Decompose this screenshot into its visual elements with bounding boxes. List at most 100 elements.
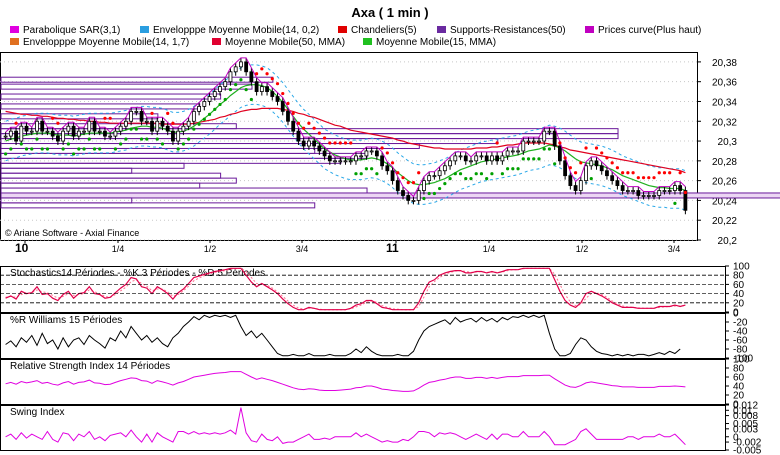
sar-dot [526,157,531,161]
sar-dot [192,127,196,131]
sar-dot [652,176,656,180]
candle-body [40,120,45,132]
sar-dot [213,107,217,111]
sar-dot [202,117,206,121]
candle-body [401,190,405,196]
sar-dot [51,116,55,120]
legend-swatch [10,38,19,45]
candle-body [631,190,635,192]
price-tick-label: 20,3 [718,137,738,148]
sar-dot [181,142,186,146]
sar-dot [139,137,144,141]
sar-dot [511,167,515,171]
williams-line [5,314,681,357]
oscillator-title: Relative Strength Index 14 Périodes [10,361,170,372]
sar-dot [553,162,557,166]
candle-body [453,155,458,162]
candle-body [390,170,395,182]
oscillator-tick-label: -20 [733,318,748,329]
candle-body [652,195,656,197]
candle-body [683,190,688,211]
sar-dot [56,121,60,125]
sar-dot [19,142,23,146]
candle-body [385,165,390,172]
sar-dot [129,127,133,131]
stochastics-panel: Stochastics14 Périodes - %K 3 Périodes -… [0,262,750,319]
sar-dot [464,177,468,181]
candle-body [212,91,217,97]
sar-dot [108,116,112,120]
oscillator-title: Stochastics14 Périodes - %K 3 Périodes -… [10,268,265,279]
price-tick-label: 20,28 [712,157,737,168]
price-tick-label: 20,22 [712,216,737,227]
support-resistance-bar [0,113,159,120]
sar-dot [516,167,520,171]
candle-body [469,160,473,163]
sar-dot [30,147,34,151]
candle-body [280,101,285,112]
support-resistance-bar [0,202,316,209]
legend-swatch [212,38,221,45]
candle-body [369,150,374,153]
sar-dot [411,181,416,185]
price-tick-label: 20,34 [712,97,737,108]
ma50-line [5,107,686,174]
candle-body [275,96,280,102]
oscillator-tick-label: 80 [733,271,745,282]
candle-body [625,190,630,192]
sar-dot [312,126,316,130]
sar-dot [124,137,128,141]
candle-body [589,160,594,167]
candle-body [448,160,452,167]
sar-dot [558,141,562,145]
candle-body [416,190,421,201]
sar-dot [24,147,29,151]
sar-dot [605,156,609,160]
candle-body [233,66,238,73]
candle-body [354,155,358,162]
support-resistance-bar [0,192,780,199]
sar-dot [317,131,321,135]
price-tick-label: 20,32 [712,117,737,128]
candle-body [610,175,615,182]
candle-body [364,150,369,157]
price-x-tick-label: 1/4 [483,244,496,254]
candle-body [552,130,557,147]
sar-dot [119,142,123,146]
candle-body [422,180,426,191]
oscillator-tick-label: -80 [733,345,748,356]
sar-dot [338,141,342,145]
sar-dot [77,147,81,151]
oscillator-title: Swing Index [10,407,64,418]
candle-body [380,155,385,167]
sar-dot [406,181,410,185]
sar-dot [422,196,426,201]
sar-dot [270,77,274,81]
oscillator-tick-label: -40 [733,327,748,338]
oscillator-tick-label: 0 [733,400,739,411]
candle-body [56,135,60,142]
candle-body [254,81,259,92]
legend-item-label: Moyenne Mobile(50, MMA) [225,37,345,48]
sar-dot [573,171,578,175]
sar-dot [249,97,253,102]
legend-item-label: Chandeliers(5) [351,25,417,36]
sar-dot [542,147,546,151]
candle-body [578,180,583,191]
sar-dot [98,147,102,151]
sar-dot [621,171,625,175]
sar-dot [631,171,635,175]
price-plot-area [0,52,698,241]
sar-dot [4,152,8,156]
legend-item-label: Envelopppe Moyenne Mobile(14, 0,2) [153,25,319,36]
oscillator-tick-label: -0.005 [733,446,762,455]
sar-dot [647,176,651,180]
candle-body [646,195,651,197]
candle-body [92,120,97,132]
sar-dot [286,101,290,106]
sar-dot [662,171,667,175]
price-x-tick-label: 10 [15,241,29,255]
candle-body [66,125,71,132]
sar-dot [396,171,400,175]
